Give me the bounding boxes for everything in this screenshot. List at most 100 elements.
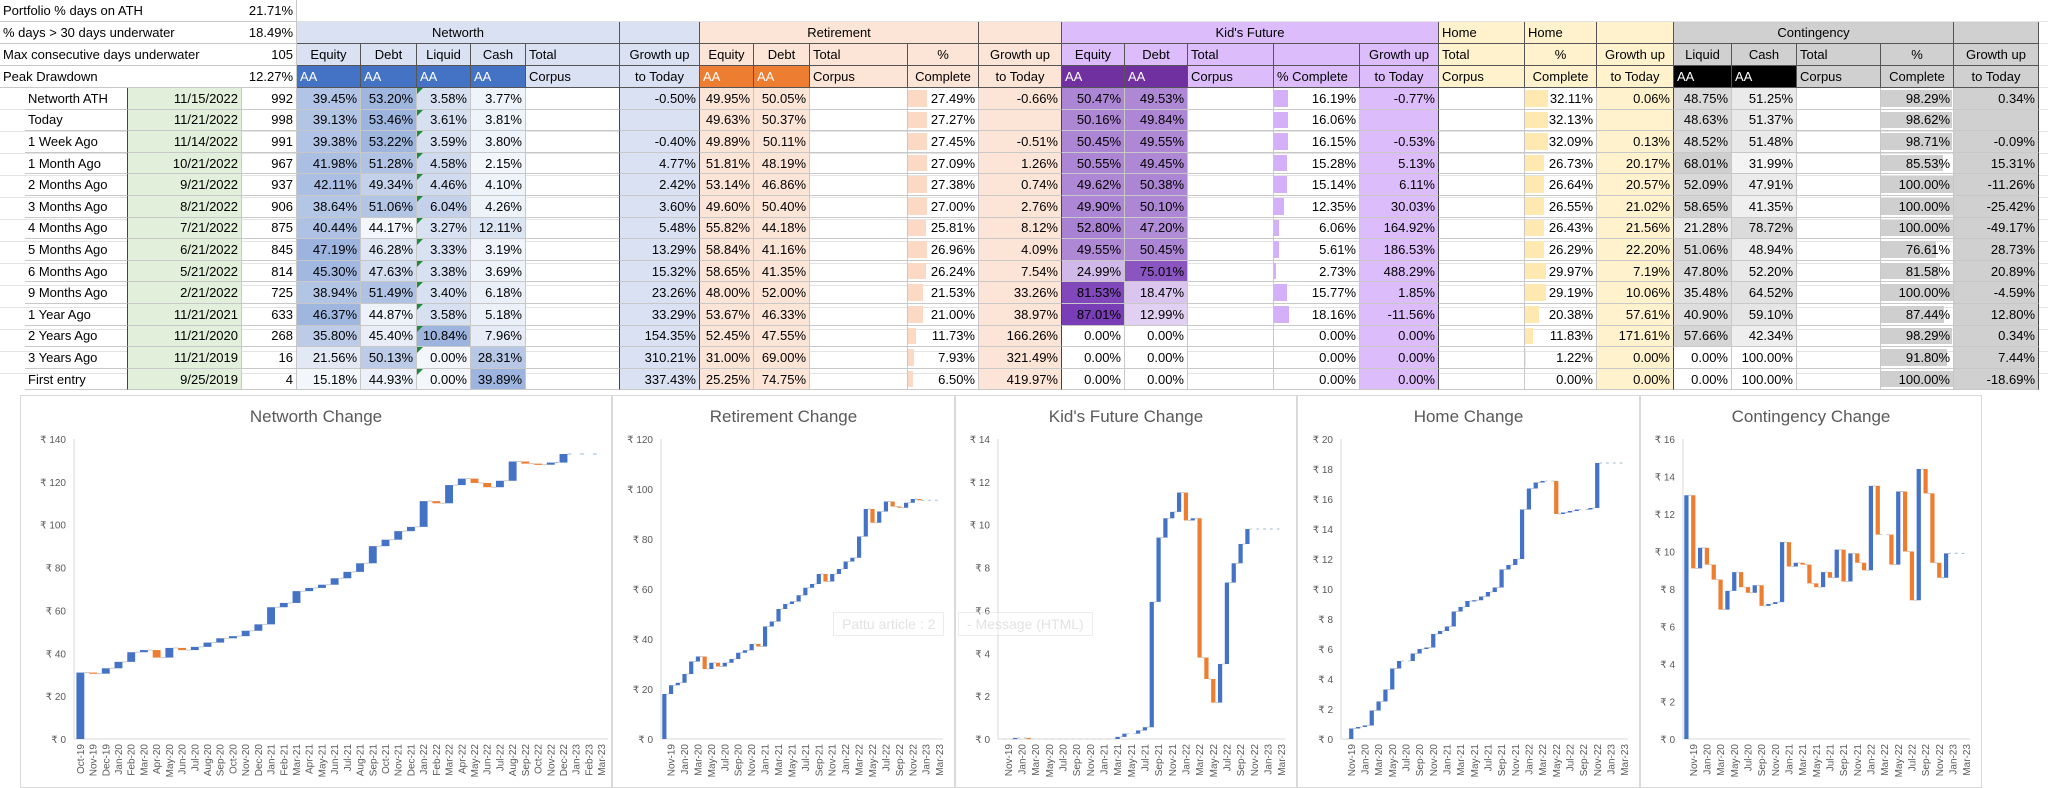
retirement-total-corpus[interactable] (810, 260, 908, 283)
col-cash-header[interactable]: Cash (471, 44, 526, 66)
home-growth[interactable]: 22.20% (1597, 239, 1674, 261)
retirement-pct-complete[interactable]: 27.27% (908, 109, 979, 132)
kids-debt[interactable]: 50.38% (1125, 174, 1188, 196)
header-blank[interactable] (1954, 22, 2039, 44)
contingency-pct-complete[interactable]: 85.53% (1881, 152, 1954, 175)
row-days[interactable]: 991 (242, 131, 297, 153)
col-liquid-header[interactable]: Liquid (1674, 44, 1732, 66)
networth-allocation[interactable]: 21.56% (297, 347, 361, 369)
stat-value[interactable]: 18.49% (242, 22, 297, 44)
kids-debt[interactable]: 0.00% (1125, 325, 1188, 348)
kids-debt[interactable]: 49.84% (1125, 109, 1188, 132)
row-days[interactable]: 906 (242, 196, 297, 218)
col-total-corpus-subheader[interactable]: Corpus (1188, 66, 1274, 88)
contingency-liquid[interactable]: 51.06% (1674, 239, 1732, 261)
col-pct-complete-header[interactable]: % (1881, 44, 1954, 66)
kids-pct-complete[interactable]: 18.16% (1274, 304, 1360, 326)
retirement-growth[interactable]: 7.54% (979, 260, 1062, 283)
networth-allocation[interactable]: 3.80% (471, 131, 526, 153)
home-growth[interactable]: 0.00% (1597, 347, 1674, 369)
networth-total-corpus[interactable] (526, 368, 620, 391)
contingency-liquid[interactable]: 58.65% (1674, 196, 1732, 218)
home-growth[interactable]: 20.57% (1597, 174, 1674, 196)
contingency-cash[interactable]: 48.94% (1732, 239, 1797, 261)
home-total-corpus[interactable] (1439, 282, 1525, 304)
contingency-cash[interactable]: 41.35% (1732, 196, 1797, 218)
networth-total-corpus[interactable] (526, 239, 620, 261)
section-title-home[interactable]: Home (1525, 22, 1597, 44)
col-total-corpus-header[interactable]: Total (1188, 44, 1274, 66)
networth-growth[interactable]: 4.77% (620, 152, 700, 175)
retirement-equity[interactable]: 25.25% (700, 368, 754, 391)
retirement-growth[interactable] (979, 109, 1062, 132)
contingency-pct-complete[interactable]: 87.44% (1881, 304, 1954, 326)
networth-allocation[interactable]: 39.45% (297, 88, 361, 110)
row-date[interactable]: 10/21/2022 (128, 152, 242, 175)
home-total-corpus[interactable] (1439, 174, 1525, 196)
home-total-corpus[interactable] (1439, 196, 1525, 218)
retirement-pct-complete[interactable]: 27.00% (908, 196, 979, 218)
networth-allocation[interactable]: 2.15% (471, 152, 526, 175)
kids-total-corpus[interactable] (1188, 217, 1274, 240)
contingency-pct-complete[interactable]: 98.29% (1881, 88, 1954, 110)
networth-allocation[interactable]: 3.59% (417, 131, 471, 153)
home-pct-complete[interactable]: 26.64% (1525, 174, 1597, 196)
networth-allocation[interactable]: 10.84% (417, 325, 471, 348)
kids-pct-complete[interactable]: 16.06% (1274, 109, 1360, 132)
networth-allocation[interactable]: 51.49% (361, 282, 417, 304)
networth-total-corpus[interactable] (526, 109, 620, 132)
networth-growth[interactable]: 33.29% (620, 304, 700, 326)
contingency-total-corpus[interactable] (1797, 217, 1881, 240)
col-total-corpus-subheader[interactable]: Corpus (810, 66, 908, 88)
contingency-cash[interactable]: 78.72% (1732, 217, 1797, 240)
networth-allocation[interactable]: 3.58% (417, 88, 471, 110)
col-growth-header[interactable]: Growth up (620, 44, 700, 66)
kids-pct-complete[interactable]: 16.15% (1274, 131, 1360, 153)
contingency-total-corpus[interactable] (1797, 196, 1881, 218)
networth-growth[interactable] (620, 109, 700, 132)
networth-allocation[interactable]: 53.22% (361, 131, 417, 153)
networth-allocation[interactable]: 41.98% (297, 152, 361, 175)
networth-total-corpus[interactable] (526, 325, 620, 348)
kids-debt[interactable]: 75.01% (1125, 260, 1188, 283)
home-pct-complete[interactable]: 29.19% (1525, 282, 1597, 304)
contingency-total-corpus[interactable] (1797, 347, 1881, 369)
contingency-cash[interactable]: 42.34% (1732, 325, 1797, 348)
home-growth[interactable]: 0.13% (1597, 131, 1674, 153)
kids-equity[interactable]: 49.90% (1062, 196, 1125, 218)
contingency-pct-complete[interactable]: 76.61% (1881, 239, 1954, 261)
networth-growth[interactable]: 15.32% (620, 260, 700, 283)
contingency-growth[interactable]: 28.73% (1954, 239, 2039, 261)
row-label[interactable]: 3 Months Ago (25, 196, 128, 218)
retirement-pct-complete[interactable]: 25.81% (908, 217, 979, 240)
col-growth-header[interactable]: Growth up (1360, 44, 1439, 66)
col-debt-header[interactable]: Debt (1125, 44, 1188, 66)
col-debt-subheader[interactable]: AA (1125, 66, 1188, 88)
kids-pct-complete[interactable]: 15.77% (1274, 282, 1360, 304)
contingency-total-corpus[interactable] (1797, 239, 1881, 261)
networth-growth[interactable]: 310.21% (620, 347, 700, 369)
home-growth[interactable]: 20.17% (1597, 152, 1674, 175)
retirement-growth[interactable]: 321.49% (979, 347, 1062, 369)
networth-allocation[interactable]: 38.64% (297, 196, 361, 218)
kids-equity[interactable]: 50.45% (1062, 131, 1125, 153)
networth-growth[interactable]: 13.29% (620, 239, 700, 261)
networth-allocation[interactable]: 47.19% (297, 239, 361, 261)
kids-growth[interactable] (1360, 109, 1439, 132)
home-total-corpus[interactable] (1439, 368, 1525, 391)
kids-growth[interactable]: 30.03% (1360, 196, 1439, 218)
networth-allocation[interactable]: 51.28% (361, 152, 417, 175)
kids-growth[interactable]: 5.13% (1360, 152, 1439, 175)
col-pct-complete-subheader[interactable]: Complete (1881, 66, 1954, 88)
networth-allocation[interactable]: 45.40% (361, 325, 417, 348)
kids-equity[interactable]: 87.01% (1062, 304, 1125, 326)
col-debt-subheader[interactable]: AA (361, 66, 417, 88)
kids-debt[interactable]: 12.99% (1125, 304, 1188, 326)
networth-allocation[interactable]: 46.37% (297, 304, 361, 326)
retirement-total-corpus[interactable] (810, 174, 908, 196)
contingency-growth[interactable]: 0.34% (1954, 88, 2039, 110)
networth-allocation[interactable]: 3.77% (471, 88, 526, 110)
contingency-liquid[interactable]: 52.09% (1674, 174, 1732, 196)
header-blank[interactable] (979, 22, 1062, 44)
col-growth-subheader[interactable]: to Today (1954, 66, 2039, 88)
